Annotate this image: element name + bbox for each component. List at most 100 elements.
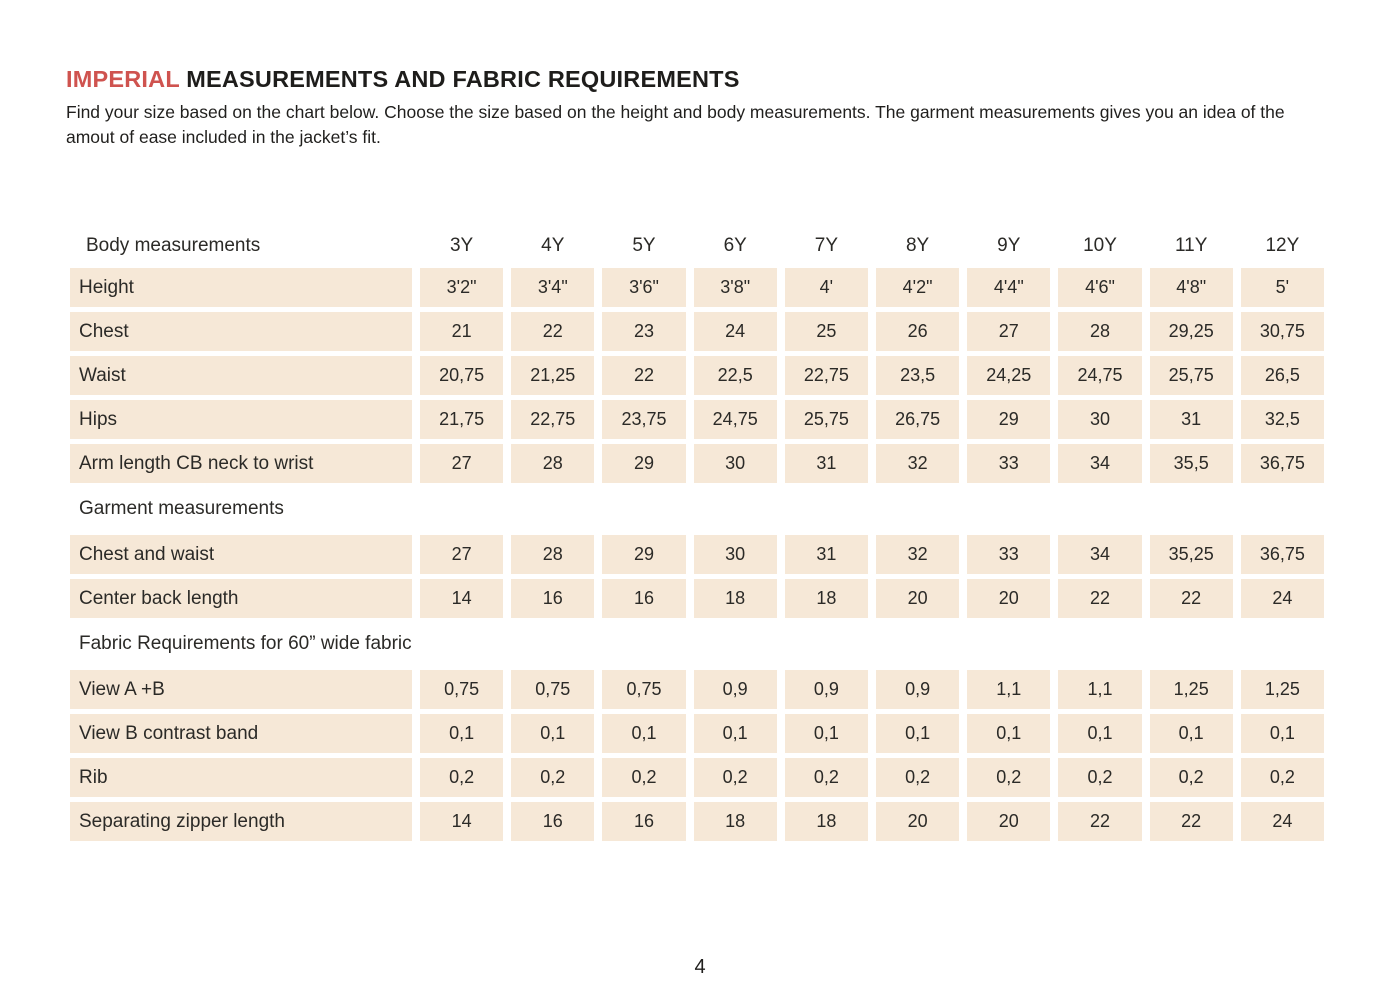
table-header-row: Body measurements 3Y 4Y 5Y 6Y 7Y 8Y 9Y 10Y 11Y 12Y (70, 229, 1324, 263)
intro-text: Find your size based on the chart below.… (66, 102, 1285, 147)
value-cell: 0,1 (602, 714, 686, 753)
column-header-size: 8Y (905, 235, 930, 256)
value-cell: 35,5 (1149, 444, 1233, 483)
value-cell: 0,1 (1058, 714, 1142, 753)
column-header-size: 5Y (632, 235, 656, 256)
value-cell: 0,1 (967, 714, 1051, 753)
value-cell: 22 (1058, 579, 1142, 618)
row-label: Rib (70, 758, 412, 797)
value-cell: 32 (875, 444, 960, 483)
value-cell: 24,25 (967, 356, 1051, 395)
value-cell: 16 (602, 579, 686, 618)
value-cell: 0,1 (420, 714, 504, 753)
value-cell: 29 (602, 535, 686, 574)
value-cell: 22 (602, 356, 686, 395)
value-cell: 1,25 (1149, 670, 1233, 709)
value-cell: 27 (967, 312, 1051, 351)
value-cell: 20 (875, 802, 960, 841)
value-cell: 24 (693, 312, 777, 351)
value-cell: 0,2 (511, 758, 595, 797)
value-cell: 0,1 (784, 714, 868, 753)
value-cell: 20 (967, 802, 1051, 841)
row-label: Height (70, 268, 412, 307)
value-cell: 22,75 (511, 400, 595, 439)
value-cell: 24,75 (1058, 356, 1142, 395)
value-cell: 23,75 (602, 400, 686, 439)
value-cell: 31 (784, 535, 868, 574)
value-cell: 33 (967, 535, 1051, 574)
value-cell: 3'2" (420, 268, 504, 307)
table-row: Center back length 14 16 16 18 18 20 20 22 22 24 (70, 579, 1324, 618)
row-label: Chest (70, 312, 412, 351)
value-cell: 34 (1058, 444, 1142, 483)
value-cell: 27 (420, 535, 504, 574)
value-cell: 16 (511, 802, 595, 841)
row-label: Hips (70, 400, 412, 439)
title-rest: MEASUREMENTS AND FABRIC REQUIREMENTS (179, 66, 740, 92)
row-label: Waist (70, 356, 412, 395)
value-cell: 20 (967, 579, 1051, 618)
value-cell: 4'8" (1149, 268, 1233, 307)
value-cell: 22 (1149, 802, 1233, 841)
value-cell: 0,1 (1240, 714, 1324, 753)
value-cell: 26 (875, 312, 960, 351)
value-cell: 0,75 (511, 670, 595, 709)
value-cell: 25 (784, 312, 868, 351)
table-row: Arm length CB neck to wrist 27 28 29 30 31 32 3… (70, 444, 1324, 483)
table-row: Height 3'2" 3'4" 3'6" 3'8" 4' 4'2" 4'4" 4'6" 4'8"… (70, 268, 1324, 307)
column-header-size: 3Y (449, 235, 474, 256)
column-header-size: 10Y (1083, 235, 1117, 256)
value-cell: 21 (420, 312, 504, 351)
table-row: Waist 20,75 21,25 22 22,5 22,75 23,5 24,25 24,75… (70, 356, 1324, 395)
value-cell: 3'8" (693, 268, 777, 307)
row-label: Arm length CB neck to wrist (70, 444, 412, 483)
value-cell: 1,1 (967, 670, 1051, 709)
value-cell: 31 (784, 444, 868, 483)
value-cell: 25,75 (784, 400, 868, 439)
value-cell: 0,2 (967, 758, 1051, 797)
column-header-size: 9Y (997, 235, 1021, 256)
value-cell: 0,2 (602, 758, 686, 797)
value-cell: 4'4" (967, 268, 1051, 307)
table-row: Separating zipper length 14 16 16 18 18 20 20 22… (70, 802, 1324, 841)
value-cell: 22 (1058, 802, 1142, 841)
value-cell: 30 (693, 535, 777, 574)
value-cell: 5' (1240, 268, 1324, 307)
value-cell: 21,75 (420, 400, 504, 439)
value-cell: 0,1 (875, 714, 960, 753)
value-cell: 36,75 (1240, 535, 1324, 574)
value-cell: 32,5 (1240, 400, 1324, 439)
value-cell: 0,75 (602, 670, 686, 709)
value-cell: 24 (1240, 802, 1324, 841)
value-cell: 16 (602, 802, 686, 841)
value-cell: 28 (1058, 312, 1142, 351)
value-cell: 29,25 (1149, 312, 1233, 351)
value-cell: 26,5 (1240, 356, 1324, 395)
value-cell: 26,75 (875, 400, 960, 439)
value-cell: 0,75 (420, 670, 504, 709)
value-cell: 29 (967, 400, 1051, 439)
row-label: View A +B (70, 670, 412, 709)
table-row: Rib 0,2 0,2 0,2 0,2 0,2 0,2 0,2 0,2 0,2 0,2 (70, 758, 1324, 797)
value-cell: 0,1 (1149, 714, 1233, 753)
value-cell: 4' (784, 268, 868, 307)
value-cell: 0,2 (1240, 758, 1324, 797)
value-cell: 14 (420, 579, 504, 618)
value-cell: 33 (967, 444, 1051, 483)
table-row: Chest 21 22 23 24 25 26 27 28 29,25 30,75 (70, 312, 1324, 351)
value-cell: 34 (1058, 535, 1142, 574)
value-cell: 0,2 (784, 758, 868, 797)
value-cell: 1,1 (1058, 670, 1142, 709)
value-cell: 1,25 (1240, 670, 1324, 709)
value-cell: 18 (693, 579, 777, 618)
value-cell: 14 (420, 802, 504, 841)
value-cell: 30 (1058, 400, 1142, 439)
section-header: Garment measurements (79, 498, 284, 519)
value-cell: 0,9 (875, 670, 960, 709)
value-cell: 23,5 (875, 356, 960, 395)
value-cell: 28 (511, 535, 595, 574)
row-label: Chest and waist (70, 535, 412, 574)
value-cell: 0,2 (1058, 758, 1142, 797)
column-header-size: 12Y (1265, 235, 1300, 256)
value-cell: 20 (875, 579, 960, 618)
